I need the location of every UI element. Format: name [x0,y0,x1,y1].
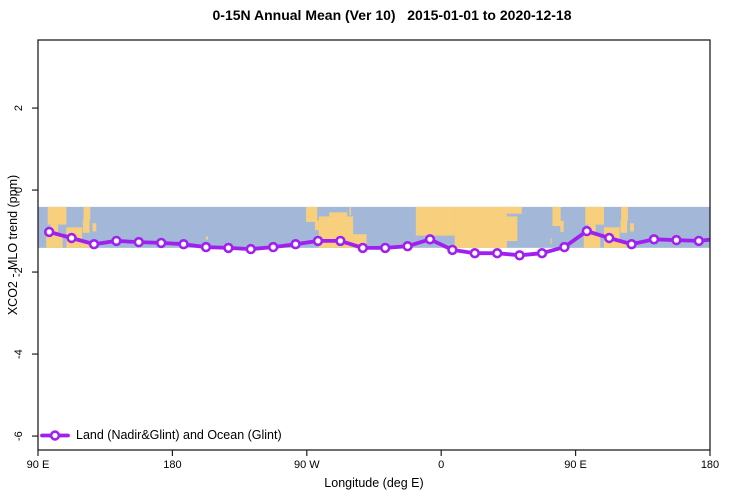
data-series [43,225,710,261]
data-point-marker [492,248,503,259]
data-point-marker [245,243,257,255]
data-point-marker [223,242,234,254]
map-land-mass [585,206,604,225]
map-land-mass [306,206,318,222]
data-point-marker [581,225,592,237]
data-point-marker [43,226,55,238]
data-point-marker [536,248,548,259]
map-land-mass [583,232,601,248]
data-point-marker [290,239,301,250]
data-point-marker [603,232,615,244]
map-land-mass [616,241,628,248]
data-point-marker [357,242,368,254]
data-point-marker [447,244,458,256]
map-land-mass [47,206,67,225]
map-land-mass [454,206,507,248]
data-point-marker [88,239,100,250]
map-land-mass [620,220,628,233]
plot-frame [37,39,711,451]
data-point-marker [559,241,570,253]
data-point-marker [133,236,145,248]
legend-point-sample [49,430,61,441]
data-point-marker [693,235,704,247]
data-point-marker [312,235,324,247]
legend-label: Land (Nadir&Glint) and Ocean (Glint) [76,428,282,442]
map-land-mass [552,206,561,227]
map-land-mass [92,223,97,232]
data-point-marker [424,234,436,245]
data-point-marker [178,239,189,250]
data-point-marker [66,232,77,244]
map-land-mass [329,212,348,217]
data-point-marker [514,250,525,261]
data-point-marker [648,234,660,245]
data-point-marker [402,241,413,252]
map-land-mass [630,223,634,232]
data-point-marker [111,235,122,247]
map-land-mass [505,206,522,214]
map-land-mass [550,238,552,244]
x-tick-label: 90 E [27,459,50,471]
map-land-mass [621,206,628,221]
y-tick-label: -2 [13,267,25,277]
map-land-mass [506,216,518,242]
x-tick-label: 90 W [294,459,320,471]
chart-title: 0-15N Annual Mean (Ver 10) 2015-01-01 to… [212,7,572,23]
data-point-marker [200,241,212,253]
x-tick-label: 180 [163,459,181,471]
x-axis-title: Longitude (deg E) [324,476,424,490]
map-land-mass [83,206,91,221]
x-tick-label: 90 E [564,459,587,471]
map-land-mass [560,220,564,233]
map-land-mass [415,206,455,236]
map-land-mass [82,220,90,233]
data-point-marker [671,234,682,246]
y-tick-label: 2 [13,105,25,111]
legend-marker [40,430,70,441]
map-land-mass [349,206,352,216]
data-point-marker [469,248,480,259]
data-point-marker [156,237,167,249]
data-point-marker [380,242,391,254]
y-tick-label: -6 [13,431,25,441]
data-point-marker [626,239,637,250]
x-tick-label: 0 [438,459,444,471]
data-point-marker [335,235,346,247]
map-land-mass [79,241,91,248]
y-axis-title: XCO2 - MLO trend (ppm) [6,174,20,316]
y-tick-label: 0 [13,187,25,193]
y-tick-label: -4 [13,349,25,359]
map-land-mass [206,236,208,240]
x-tick-label: 180 [701,459,719,471]
data-point-marker [268,241,279,253]
